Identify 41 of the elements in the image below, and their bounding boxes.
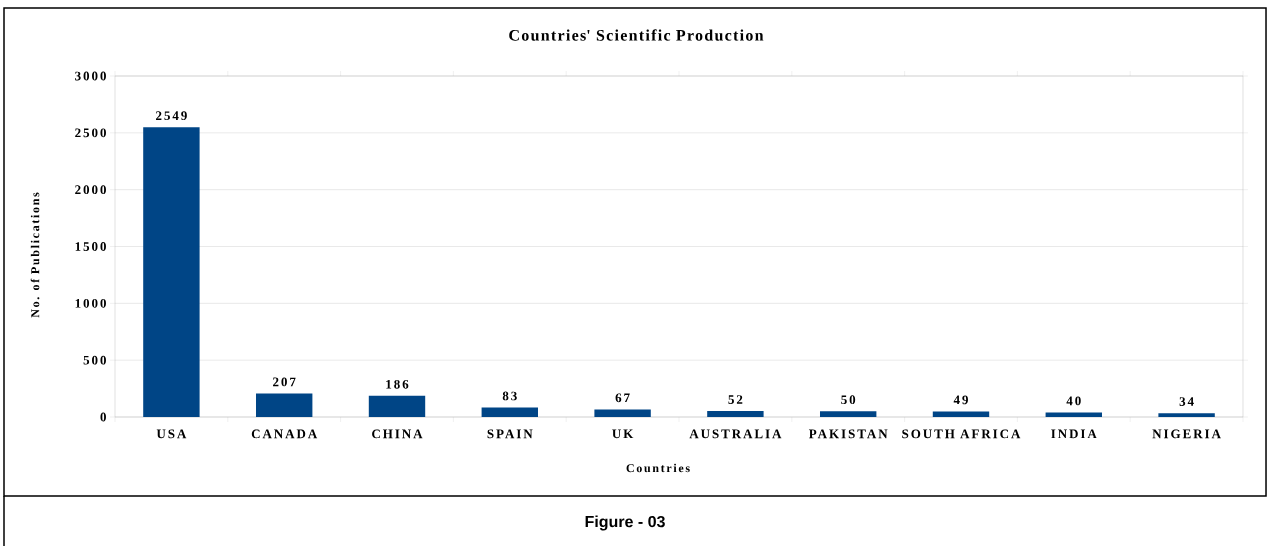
bar: [932, 411, 990, 417]
bar: [819, 411, 877, 417]
data-label: 49: [953, 395, 968, 405]
x-tick-label: NIGERIA: [1152, 429, 1221, 439]
y-tick-label: 3000: [75, 71, 106, 81]
y-tick-label: 2000: [75, 185, 106, 195]
x-tick-label: SPAIN: [487, 429, 533, 439]
x-tick-label: PAKISTAN: [808, 429, 888, 439]
data-label: 186: [386, 379, 409, 389]
y-axis-title: No. of Publications: [30, 192, 40, 318]
x-tick-label: UK: [612, 429, 634, 439]
bar: [594, 409, 651, 417]
data-label: 2549: [156, 111, 187, 121]
data-label: 83: [502, 391, 517, 401]
bar: [143, 127, 200, 417]
y-tick-label: 500: [83, 355, 106, 365]
data-label: 67: [615, 393, 630, 403]
bar: [1045, 412, 1102, 417]
x-tick-label: AUSTRALIA: [689, 429, 782, 439]
bar: [1158, 413, 1215, 417]
bar: [481, 407, 538, 417]
data-label: 34: [1179, 397, 1194, 406]
bar: [368, 395, 426, 417]
data-label: 52: [728, 395, 743, 404]
y-tick-label: 1500: [75, 242, 106, 251]
x-axis-title: Countries: [626, 463, 690, 473]
x-tick-label: CHINA: [372, 429, 423, 439]
data-label: 207: [273, 377, 296, 387]
x-tick-label: USA: [156, 429, 187, 439]
x-tick-label: INDIA: [1051, 429, 1097, 439]
data-label: 50: [841, 395, 856, 405]
y-tick-label: 1000: [75, 298, 106, 308]
x-tick-label: CANADA: [251, 429, 318, 439]
bar: [707, 411, 764, 417]
chart-title: Countries' Scientific Production: [509, 29, 764, 41]
bar: [256, 393, 313, 417]
y-tick-label: 0: [100, 412, 106, 422]
y-tick-label: 2500: [75, 128, 106, 138]
x-tick-label: SOUTH AFRICA: [902, 429, 1021, 439]
text: Figure - 03: [585, 515, 665, 531]
data-label: 40: [1066, 396, 1081, 406]
